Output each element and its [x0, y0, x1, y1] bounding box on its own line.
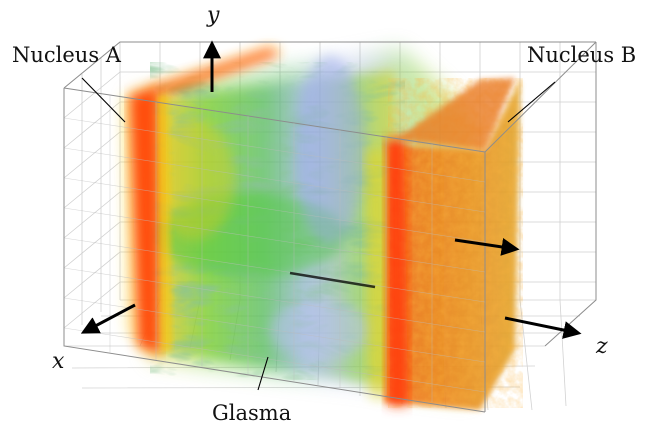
nucleus-a-leader: [81, 77, 126, 123]
leader-lines: [81, 77, 556, 391]
y-axis-label: y: [206, 3, 220, 28]
bounding-box: [63, 41, 597, 413]
x-axis-arrow: [80, 303, 136, 334]
glasma-label: Glasma: [212, 401, 291, 425]
z-axis-label: z: [595, 334, 608, 359]
front-grid: [63, 95, 486, 402]
axis-arrows: [80, 40, 582, 339]
beam-axis-line: [289, 271, 376, 289]
nucleus-b-label: Nucleus B: [527, 43, 636, 67]
x-axis-label: x: [52, 349, 65, 374]
nucleus-b-leader: [507, 81, 556, 123]
nucleus-b-disc: [366, 78, 523, 410]
nucleus-a-label: Nucleus A: [12, 43, 122, 67]
z-axis-arrow: [504, 316, 582, 339]
glasma-leader: [257, 356, 269, 391]
nucleus-b-velocity-arrow: [454, 237, 520, 256]
